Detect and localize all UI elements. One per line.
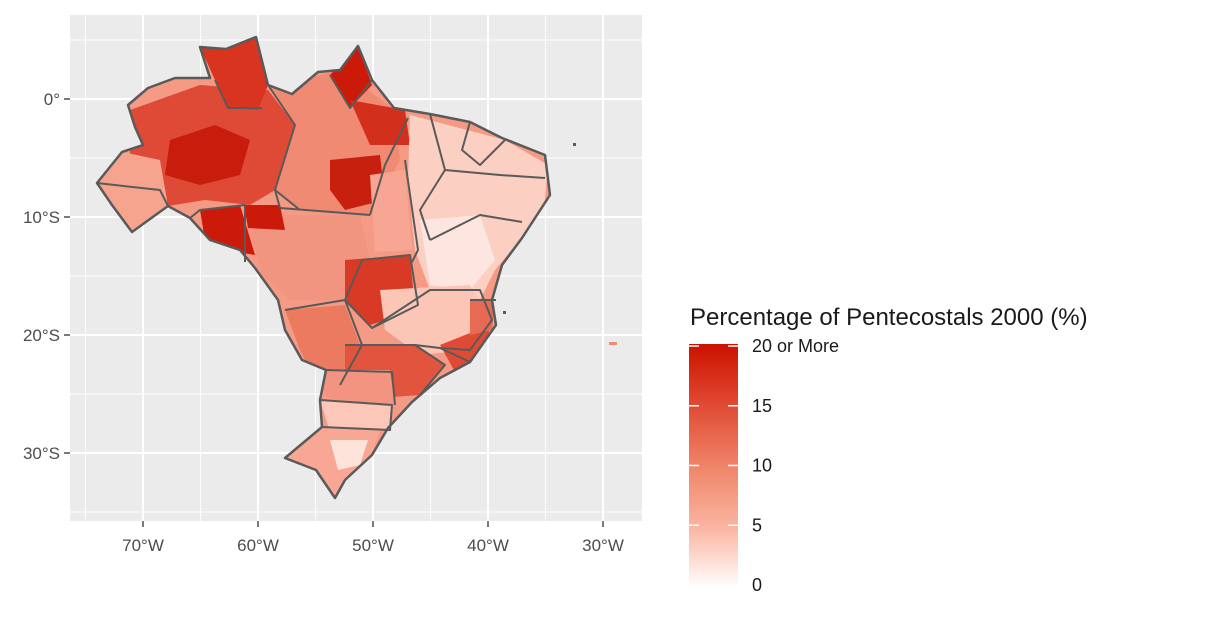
x-tick-label: 70°W	[122, 536, 164, 555]
border-parana	[325, 369, 396, 406]
brazil-map	[95, 35, 617, 500]
legend-tick-label: 0	[752, 575, 762, 595]
x-tick-label: 40°W	[467, 536, 509, 555]
legend-tick-label: 15	[752, 396, 772, 416]
legend-ticks: 0 5 10 15 20 or More	[689, 336, 839, 595]
legend-tick-label: 10	[752, 456, 772, 476]
brazil-outline	[95, 35, 552, 500]
border-goias	[344, 254, 419, 329]
y-tick-label: 10°S	[23, 208, 60, 227]
rio-grande-sul-light-shade	[330, 440, 368, 470]
y-tick-label: 30°S	[23, 444, 60, 463]
state-borders	[96, 74, 546, 431]
espirito-santo-shade	[470, 300, 495, 335]
legend-tick-label: 20 or More	[752, 336, 839, 356]
y-tick-label: 20°S	[23, 326, 60, 345]
legend-title: Percentage of Pentecostals 2000 (%)	[690, 304, 1088, 331]
para-east-shade	[350, 100, 410, 145]
santa-catarina-shade	[320, 400, 392, 432]
mato-grosso-shade	[245, 215, 370, 300]
mato-grosso-north-shade	[244, 205, 285, 230]
atlantic-island-3	[609, 342, 617, 345]
border-tocantins-bahia	[404, 159, 419, 263]
legend-tick-label: 5	[752, 515, 762, 535]
x-tick-label: 50°W	[352, 536, 394, 555]
border-santa-catarina	[319, 399, 393, 431]
tocantins-shade	[370, 170, 412, 252]
parana-shade	[320, 370, 395, 410]
border-amapa	[329, 74, 373, 109]
mato-grosso-sul-shade	[285, 305, 360, 385]
roraima-shade	[200, 37, 268, 110]
border-northeast-4	[429, 214, 523, 241]
border-northeast-1	[419, 113, 446, 241]
border-acre	[96, 182, 169, 207]
border-amazonas-para	[267, 84, 301, 211]
border-northeast-3	[444, 169, 546, 179]
border-amazonas-rondonia	[189, 204, 246, 262]
border-roraima	[214, 79, 262, 109]
municipality-shading	[97, 37, 548, 498]
para-dark-shade	[330, 155, 385, 210]
y-tick-label: 0°	[44, 90, 60, 109]
amazonas-dark-shade	[165, 125, 250, 185]
x-axis: 70°W 60°W 50°W 40°W 30°W	[122, 521, 624, 555]
y-axis: 0° 10°S 20°S 30°S	[23, 90, 70, 463]
x-tick-label: 60°W	[237, 536, 279, 555]
border-para-tocantins	[369, 117, 409, 216]
acre-shade	[97, 152, 168, 232]
x-tick-label: 30°W	[582, 536, 624, 555]
atlantic-island-2	[503, 311, 506, 314]
atlantic-island-1	[573, 143, 576, 146]
border-mato-grosso-sul	[284, 299, 363, 386]
border-rio	[439, 347, 471, 363]
legend: Percentage of Pentecostals 2000 (%) 0 5 10…	[689, 304, 1088, 595]
border-para-mato-grosso	[274, 189, 371, 216]
border-sao-paulo	[345, 344, 446, 396]
bahia-light-shade	[420, 215, 495, 290]
border-northeast-2	[461, 121, 506, 166]
